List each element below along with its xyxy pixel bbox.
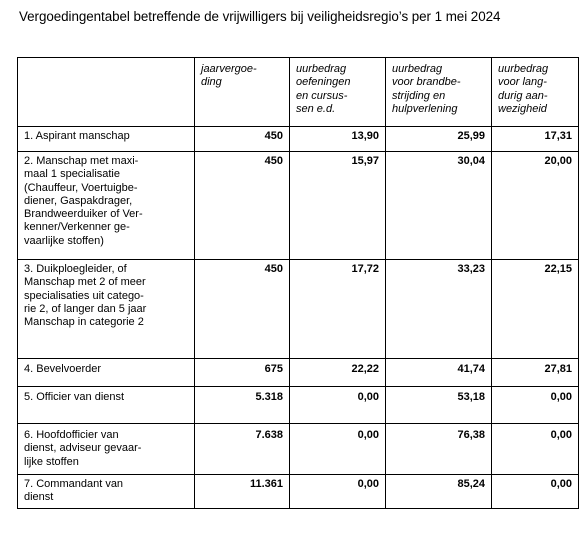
cell-oefeningen: 0,00 [289,423,386,475]
compensation-table: jaarvergoe- ding uurbedrag oefeningen en… [17,57,579,509]
table-row: 3. Duikploegleider, of Manschap met 2 of… [17,259,579,359]
row-label: 6. Hoofdofficier van dienst, adviseur ge… [17,423,195,475]
table-row: 5. Officier van dienst 5.318 0,00 53,18 … [17,386,579,424]
cell-brandbestrijding: 30,04 [385,151,492,260]
table-header-row: jaarvergoe- ding uurbedrag oefeningen en… [17,57,579,127]
cell-oefeningen: 0,00 [289,386,386,424]
cell-oefeningen: 22,22 [289,358,386,387]
cell-brandbestrijding: 53,18 [385,386,492,424]
row-label: 7. Commandant van dienst [17,474,195,509]
table-row: 1. Aspirant manschap 450 13,90 25,99 17,… [17,126,579,152]
cell-langdurig: 17,31 [491,126,579,152]
cell-jaarvergoeding: 450 [194,259,290,359]
cell-jaarvergoeding: 5.318 [194,386,290,424]
row-label: 1. Aspirant manschap [17,126,195,152]
row-label: 5. Officier van dienst [17,386,195,424]
cell-jaarvergoeding: 7.638 [194,423,290,475]
cell-langdurig: 0,00 [491,423,579,475]
table-row: 6. Hoofdofficier van dienst, adviseur ge… [17,423,579,475]
cell-langdurig: 0,00 [491,474,579,509]
cell-oefeningen: 17,72 [289,259,386,359]
cell-langdurig: 27,81 [491,358,579,387]
cell-jaarvergoeding: 450 [194,151,290,260]
cell-oefeningen: 13,90 [289,126,386,152]
row-label: 4. Bevelvoerder [17,358,195,387]
header-uurbedrag-oefeningen: uurbedrag oefeningen en cursus- sen e.d. [289,57,386,127]
cell-oefeningen: 15,97 [289,151,386,260]
row-label: 2. Manschap met maxi- maal 1 specialisat… [17,151,195,260]
cell-oefeningen: 0,00 [289,474,386,509]
table-row: 7. Commandant van dienst 11.361 0,00 85,… [17,474,579,509]
document-title: Vergoedingentabel betreffende de vrijwil… [19,9,501,24]
header-uurbedrag-brandbestrijding: uurbedrag voor brandbe- strijding en hul… [385,57,492,127]
cell-langdurig: 22,15 [491,259,579,359]
row-label: 3. Duikploegleider, of Manschap met 2 of… [17,259,195,359]
cell-langdurig: 20,00 [491,151,579,260]
header-jaarvergoeding: jaarvergoe- ding [194,57,290,127]
table-row: 2. Manschap met maxi- maal 1 specialisat… [17,151,579,260]
cell-brandbestrijding: 33,23 [385,259,492,359]
cell-brandbestrijding: 41,74 [385,358,492,387]
header-category [17,57,195,127]
cell-brandbestrijding: 25,99 [385,126,492,152]
header-uurbedrag-langdurig: uurbedrag voor lang- durig aan- wezighei… [491,57,579,127]
cell-brandbestrijding: 76,38 [385,423,492,475]
cell-jaarvergoeding: 675 [194,358,290,387]
cell-jaarvergoeding: 11.361 [194,474,290,509]
cell-jaarvergoeding: 450 [194,126,290,152]
table-row: 4. Bevelvoerder 675 22,22 41,74 27,81 [17,358,579,387]
cell-langdurig: 0,00 [491,386,579,424]
cell-brandbestrijding: 85,24 [385,474,492,509]
